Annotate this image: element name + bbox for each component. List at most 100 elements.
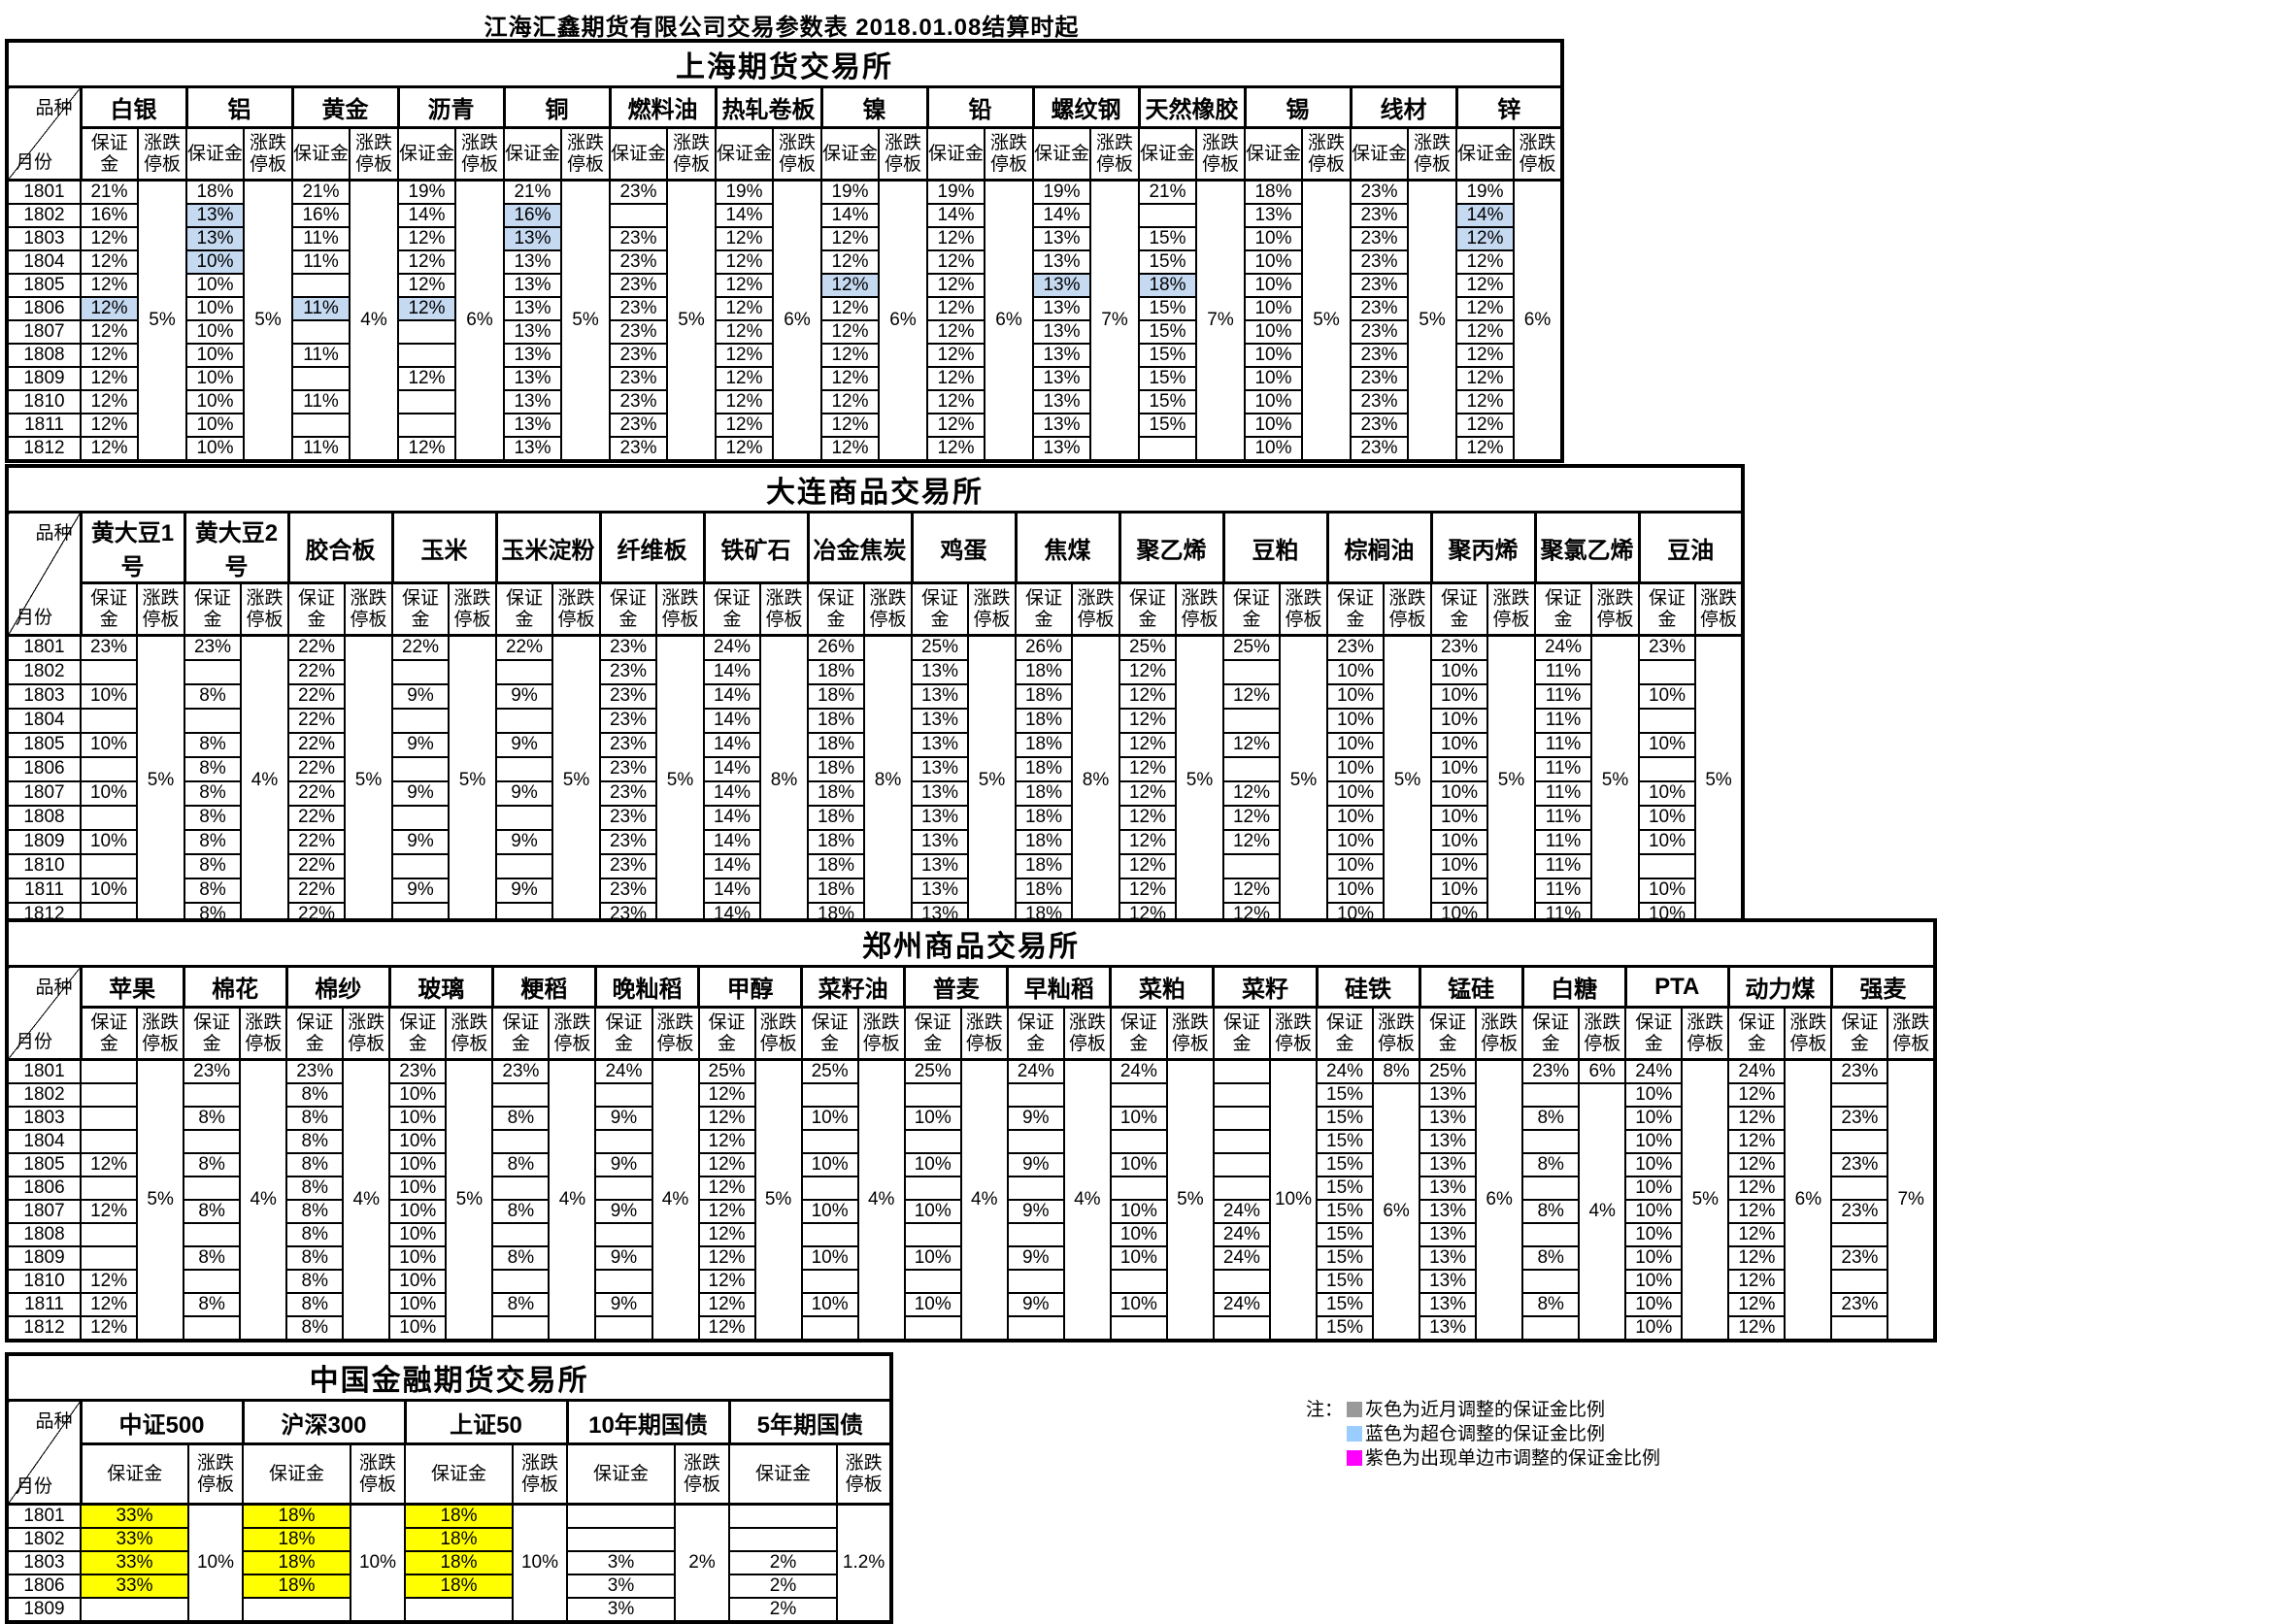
margin-cell: 12%: [1455, 226, 1515, 251]
margin-cell: 13%: [503, 413, 562, 438]
margin-cell: 12%: [926, 413, 985, 438]
margin-cell: 23%: [599, 877, 657, 904]
limit-cell: 5%: [1486, 634, 1536, 928]
margin-cell: 12%: [1119, 682, 1177, 710]
month-cell: 1801: [6, 1503, 82, 1529]
margin-cell: 10%: [1624, 1222, 1684, 1247]
margin-cell: 12%: [715, 366, 774, 391]
margin-cell: 18%: [242, 1574, 351, 1599]
margin-cell: [1521, 1269, 1581, 1294]
margin-header: 保证金: [926, 126, 985, 182]
margin-cell: [80, 1129, 139, 1154]
margin-cell: 23%: [1830, 1292, 1889, 1317]
margin-cell: 18%: [1015, 682, 1073, 710]
limit-header: 涨跌停板: [551, 581, 601, 637]
limit-cell: 7%: [1089, 179, 1140, 462]
margin-cell: 18%: [185, 179, 245, 205]
margin-cell: 10%: [1624, 1315, 1684, 1342]
margin-cell: 13%: [1419, 1222, 1478, 1247]
month-cell: 1803: [6, 1550, 82, 1575]
margin-cell: [183, 1315, 242, 1342]
margin-cell: 10%: [1430, 877, 1488, 904]
margin-cell: 18%: [1015, 852, 1073, 879]
margin-cell: 12%: [1727, 1315, 1787, 1342]
margin-cell: 9%: [1006, 1292, 1065, 1317]
margin-cell: 18%: [807, 779, 865, 807]
margin-cell: 18%: [1015, 779, 1073, 807]
margin-cell: 10%: [185, 343, 245, 368]
margin-cell: 8%: [184, 682, 242, 710]
margin-cell: 10%: [1109, 1292, 1168, 1317]
margin-cell: 23%: [599, 804, 657, 831]
month-cell: 1802: [6, 1527, 82, 1552]
margin-cell: 15%: [1315, 1199, 1375, 1224]
limit-cell: 5%: [1165, 1058, 1215, 1342]
margin-cell: 10%: [1624, 1292, 1684, 1317]
margin-cell: 15%: [1138, 413, 1197, 438]
margin-cell: 19%: [715, 179, 774, 205]
limit-cell: 4%: [651, 1058, 700, 1342]
margin-cell: 9%: [495, 682, 553, 710]
margin-cell: 12%: [1727, 1129, 1787, 1154]
margin-cell: 14%: [703, 779, 761, 807]
margin-cell: 13%: [1419, 1245, 1478, 1271]
limit-header: 涨跌停板: [243, 126, 293, 182]
margin-cell: 14%: [703, 755, 761, 782]
margin-cell: 12%: [80, 1199, 139, 1224]
margin-cell: 10%: [1244, 413, 1303, 438]
margin-cell: 13%: [1419, 1129, 1478, 1154]
month-cell: 1803: [6, 682, 82, 710]
limit-cell: 5%: [136, 634, 185, 928]
commodity-name: 鸡蛋: [910, 511, 1018, 584]
margin-cell: 18%: [807, 804, 865, 831]
limit-cell: 5%: [1590, 634, 1640, 928]
limit-cell: 6%: [1784, 1058, 1833, 1342]
margin-cell: 10%: [1109, 1152, 1168, 1177]
margin-cell: 18%: [1015, 755, 1073, 782]
margin-cell: 12%: [697, 1082, 756, 1108]
margin-header: 保证金: [800, 1006, 859, 1061]
margin-cell: 18%: [1015, 658, 1073, 685]
margin-cell: [609, 203, 668, 228]
margin-cell: 23%: [599, 731, 657, 758]
margin-cell: 10%: [1624, 1269, 1684, 1294]
commodity-name: 黄大豆2号: [183, 511, 290, 584]
margin-cell: [391, 707, 450, 734]
month-cell: 1809: [6, 366, 82, 391]
limit-header: 涨跌停板: [1784, 1006, 1833, 1061]
margin-cell: 11%: [1534, 828, 1592, 855]
margin-cell: 8%: [1521, 1245, 1581, 1271]
margin-cell: 12%: [80, 366, 139, 391]
commodity-name: 聚氯乙烯: [1533, 511, 1641, 584]
margin-cell: 8%: [491, 1199, 551, 1224]
margin-cell: 10%: [1430, 682, 1488, 710]
month-cell: 1808: [6, 804, 82, 831]
margin-cell: [1830, 1176, 1889, 1201]
margin-cell: 10%: [1326, 852, 1385, 879]
margin-cell: 15%: [1315, 1245, 1375, 1271]
margin-cell: [80, 1222, 139, 1247]
margin-cell: [800, 1082, 859, 1108]
margin-cell: [80, 658, 138, 685]
margin-cell: 23%: [609, 389, 668, 414]
margin-header: 保证金: [1638, 581, 1696, 637]
margin-cell: [594, 1129, 653, 1154]
margin-cell: 13%: [1032, 273, 1091, 298]
month-cell: 1807: [6, 319, 82, 345]
margin-cell: 12%: [926, 319, 985, 345]
margin-cell: [495, 658, 553, 685]
legend-color-swatch: [1347, 1426, 1362, 1442]
corner-cell: 品种 月份: [5, 1399, 83, 1506]
margin-cell: 10%: [388, 1176, 448, 1201]
limit-header: 涨跌停板: [350, 1442, 406, 1506]
margin-cell: 9%: [594, 1245, 653, 1271]
margin-cell: 13%: [911, 755, 969, 782]
margin-cell: 11%: [1534, 658, 1592, 685]
margin-cell: 10%: [388, 1292, 448, 1317]
margin-cell: 8%: [183, 1292, 242, 1317]
margin-header: 保证金: [1006, 1006, 1065, 1061]
margin-cell: 10%: [1244, 273, 1303, 298]
margin-cell: 22%: [287, 731, 346, 758]
legend-item: 注：蓝色为超仓调整的保证金比例: [1306, 1422, 1660, 1446]
margin-header: 保证金: [183, 1006, 242, 1061]
